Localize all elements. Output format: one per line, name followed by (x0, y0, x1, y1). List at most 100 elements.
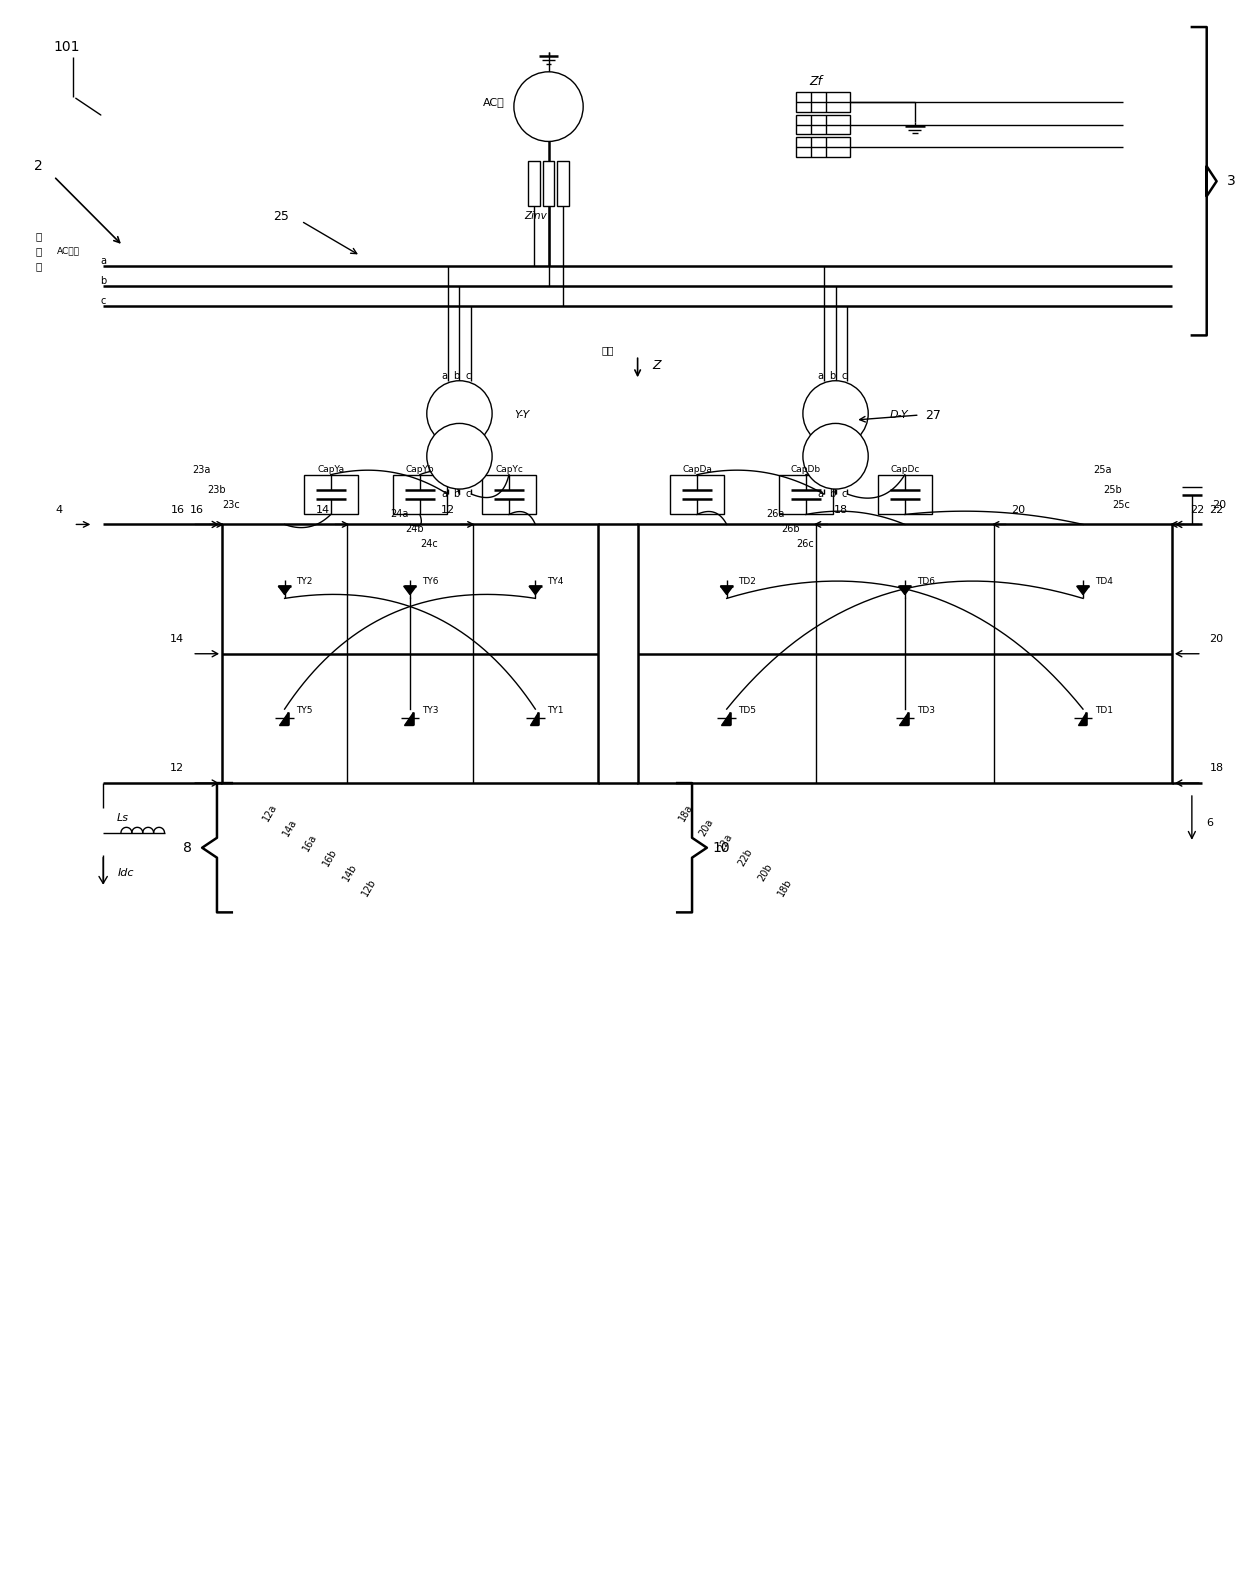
Text: TY3: TY3 (422, 706, 439, 715)
Text: a: a (441, 489, 448, 499)
Text: Ls: Ls (117, 812, 129, 824)
Text: 25b: 25b (1102, 484, 1121, 494)
Text: 12: 12 (170, 763, 185, 773)
Text: 23c: 23c (222, 500, 239, 510)
Bar (670, 475, 724, 515)
Text: 24a: 24a (391, 508, 408, 519)
Bar (878, 475, 932, 515)
Text: Y-Y: Y-Y (513, 409, 529, 421)
Text: 16b: 16b (321, 847, 339, 868)
Polygon shape (529, 712, 538, 725)
Text: 8: 8 (182, 841, 192, 855)
Text: 12a: 12a (262, 803, 279, 824)
Text: b: b (454, 371, 460, 381)
Text: AC总线: AC总线 (57, 247, 81, 255)
Text: 12b: 12b (361, 878, 378, 898)
Polygon shape (404, 712, 413, 725)
Text: CapDb: CapDb (791, 465, 821, 475)
Polygon shape (404, 586, 417, 594)
Polygon shape (899, 712, 908, 725)
Text: 25c: 25c (1112, 500, 1131, 510)
Text: 20b: 20b (756, 862, 774, 883)
Text: TY1: TY1 (547, 706, 564, 715)
Text: 3: 3 (1228, 174, 1236, 188)
Text: 26c: 26c (796, 538, 813, 548)
Text: AC源: AC源 (484, 97, 505, 107)
Text: D-Y: D-Y (890, 409, 909, 421)
Circle shape (513, 72, 583, 142)
Text: c: c (100, 296, 105, 306)
Text: a: a (817, 371, 823, 381)
Text: c: c (466, 371, 471, 381)
Bar (528, 161, 539, 205)
Text: 26a: 26a (766, 508, 785, 519)
Text: CapYc: CapYc (495, 465, 523, 475)
Text: 20: 20 (1209, 634, 1224, 644)
Text: 14a: 14a (281, 817, 299, 838)
Text: 25a: 25a (1092, 465, 1111, 475)
Text: TD3: TD3 (916, 706, 935, 715)
Text: 22b: 22b (737, 847, 755, 868)
Text: 18a: 18a (677, 803, 694, 824)
Bar (796, 115, 851, 134)
Bar (558, 161, 569, 205)
Text: CapYb: CapYb (405, 465, 434, 475)
Text: Z: Z (652, 358, 661, 371)
Polygon shape (899, 586, 911, 594)
Text: 101: 101 (53, 40, 81, 54)
Bar (222, 524, 598, 784)
Text: 25: 25 (273, 210, 289, 223)
Text: 14: 14 (315, 505, 330, 515)
Polygon shape (278, 586, 291, 594)
Bar (779, 475, 833, 515)
Text: 20: 20 (1012, 505, 1025, 515)
Bar (796, 92, 851, 112)
Text: 24b: 24b (405, 524, 424, 534)
Text: 14: 14 (170, 634, 185, 644)
Text: 24c: 24c (420, 538, 438, 548)
Text: c: c (842, 489, 847, 499)
Text: TD2: TD2 (739, 577, 756, 586)
Text: 14b: 14b (341, 862, 358, 883)
Text: 变: 变 (36, 245, 42, 256)
Text: c: c (466, 489, 471, 499)
Polygon shape (722, 712, 729, 725)
Circle shape (427, 424, 492, 489)
Text: 12: 12 (441, 505, 455, 515)
Text: 22: 22 (1189, 505, 1204, 515)
Text: Idc: Idc (118, 868, 134, 878)
Text: 20: 20 (1211, 500, 1226, 510)
Text: 27: 27 (925, 408, 940, 422)
Text: 23a: 23a (192, 465, 211, 475)
Circle shape (802, 381, 868, 446)
Text: 16: 16 (170, 505, 185, 515)
Text: 逆: 逆 (36, 231, 42, 241)
Text: CapDc: CapDc (890, 465, 920, 475)
Text: 器: 器 (36, 261, 42, 271)
Text: b: b (830, 489, 836, 499)
Text: b: b (830, 371, 836, 381)
Text: 16a: 16a (301, 833, 319, 854)
Text: 22: 22 (1209, 505, 1224, 515)
Text: Zinv: Zinv (523, 210, 547, 221)
Bar (796, 137, 851, 158)
Text: 2: 2 (33, 159, 42, 174)
Text: TY6: TY6 (422, 577, 439, 586)
Text: CapDa: CapDa (682, 465, 712, 475)
Text: TY4: TY4 (547, 577, 564, 586)
Text: 4: 4 (55, 505, 62, 515)
Text: 18: 18 (1209, 763, 1224, 773)
Text: a: a (817, 489, 823, 499)
Text: Zf: Zf (810, 75, 822, 88)
Text: 18b: 18b (776, 878, 794, 898)
Bar (543, 161, 554, 205)
Text: c: c (842, 371, 847, 381)
Text: 26b: 26b (781, 524, 800, 534)
Text: b: b (100, 276, 107, 285)
Polygon shape (720, 586, 733, 594)
Bar (637, 524, 1172, 784)
Text: TY5: TY5 (296, 706, 312, 715)
Text: a: a (441, 371, 448, 381)
Polygon shape (1076, 586, 1089, 594)
Polygon shape (529, 586, 542, 594)
